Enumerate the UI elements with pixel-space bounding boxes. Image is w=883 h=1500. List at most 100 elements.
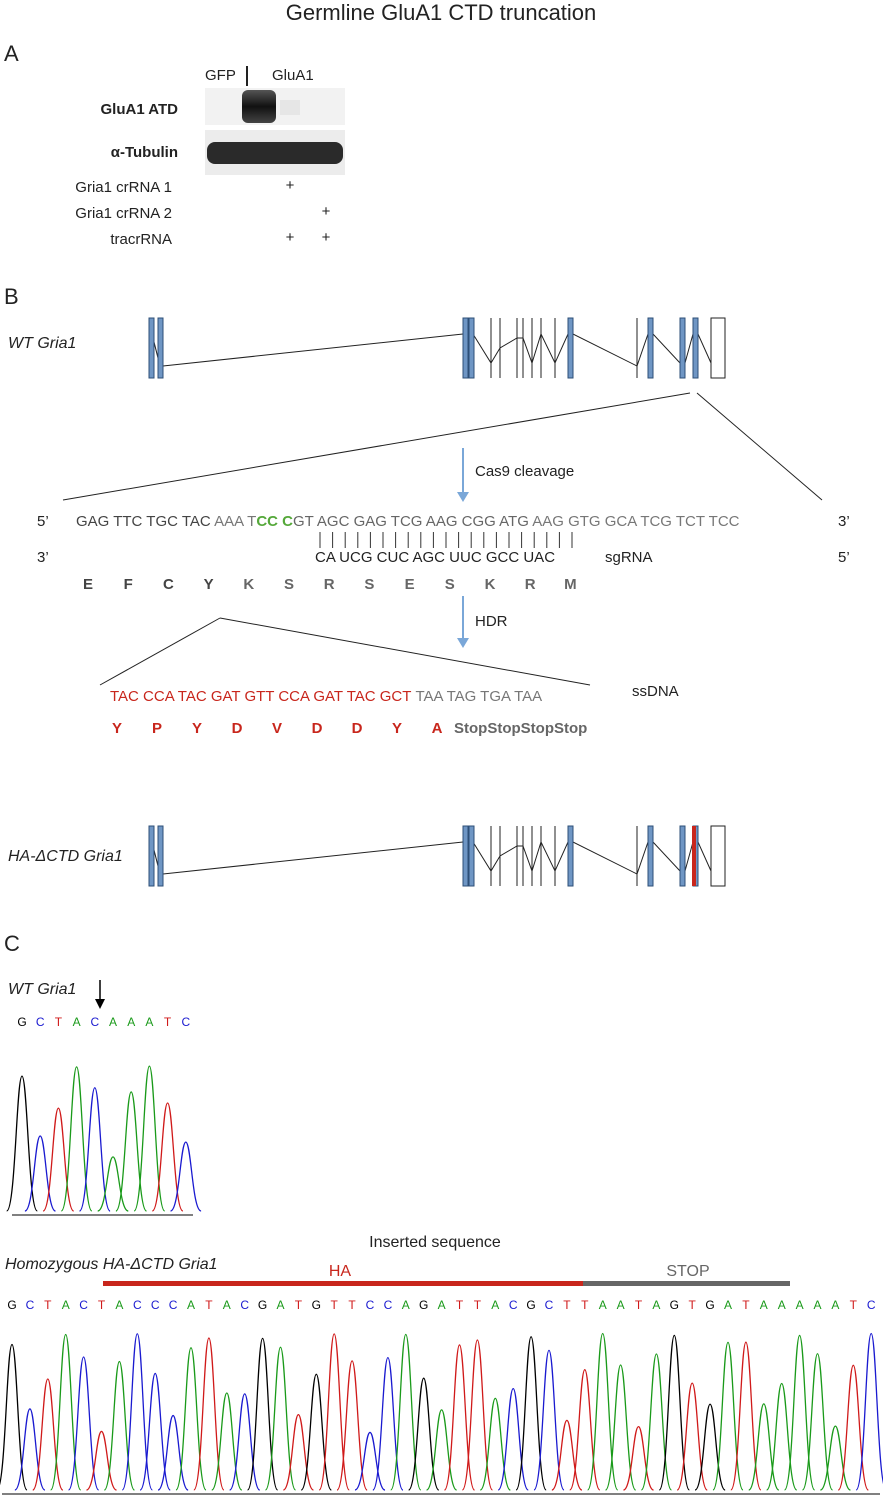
base-call: A bbox=[617, 1298, 625, 1312]
base-call: A bbox=[831, 1298, 839, 1312]
trace-peak bbox=[60, 1066, 93, 1212]
trace-peak bbox=[497, 1387, 529, 1491]
zoom-line bbox=[99, 617, 221, 686]
trace-peak bbox=[157, 1414, 189, 1491]
base-call: T bbox=[295, 1298, 303, 1312]
base-call: T bbox=[98, 1298, 106, 1312]
zoom-line bbox=[219, 617, 591, 686]
ha-sequence: TAC CCA TAC GAT GTT CCA GAT TAC GCT bbox=[110, 688, 411, 705]
base-call: A bbox=[223, 1298, 231, 1312]
base-call: C bbox=[36, 1015, 45, 1029]
exon bbox=[462, 825, 469, 887]
row-label: Gria1 crRNA 2 bbox=[75, 205, 172, 222]
exon-utr bbox=[710, 317, 726, 379]
trace-peak bbox=[121, 1333, 153, 1491]
amino-acid: D bbox=[232, 720, 243, 737]
exon bbox=[692, 317, 699, 379]
trace-peak bbox=[14, 1408, 46, 1491]
trace-peak bbox=[694, 1403, 726, 1491]
plus-sign: + bbox=[322, 203, 331, 220]
trace-peak bbox=[133, 1065, 166, 1212]
trace-peak bbox=[730, 1341, 762, 1491]
trace-peak bbox=[551, 1419, 583, 1491]
trace-peak bbox=[712, 1341, 744, 1491]
exon bbox=[679, 825, 686, 887]
gene-diagram bbox=[148, 317, 726, 379]
base-call: T bbox=[44, 1298, 52, 1312]
dna-sequence: GAG TTC TGC TAC AAA TCC CGT AGC GAG TCG … bbox=[76, 513, 740, 530]
amino-acid: R bbox=[525, 576, 536, 593]
exon bbox=[468, 317, 475, 379]
sequence-segment: AAA T bbox=[214, 513, 256, 530]
plus-sign: + bbox=[286, 229, 295, 246]
trace-peak bbox=[139, 1372, 171, 1491]
annotation: Cas9 cleavage bbox=[475, 463, 574, 480]
base-call: G bbox=[419, 1298, 428, 1312]
exon bbox=[468, 825, 475, 887]
base-call: T bbox=[563, 1298, 571, 1312]
base-call: G bbox=[7, 1298, 16, 1312]
base-call: T bbox=[581, 1298, 589, 1312]
base-call: T bbox=[635, 1298, 643, 1312]
intron bbox=[162, 840, 712, 875]
trace-peak bbox=[0, 1343, 28, 1491]
exon-utr bbox=[710, 825, 726, 887]
exon bbox=[157, 825, 164, 887]
sequence-segment: AAG GTG GCA TCG TCT TCC bbox=[529, 513, 740, 530]
amino-acid: S bbox=[445, 576, 455, 593]
base-call: A bbox=[115, 1298, 123, 1312]
exon bbox=[647, 825, 654, 887]
trace-peak bbox=[766, 1382, 798, 1491]
trace-peak bbox=[97, 1156, 129, 1212]
trace-label: WT Gria1 bbox=[8, 981, 76, 998]
amino-acid: Y bbox=[192, 720, 202, 737]
base-call: T bbox=[742, 1298, 750, 1312]
intron bbox=[162, 332, 712, 367]
base-call: T bbox=[164, 1015, 172, 1029]
arrow-head bbox=[457, 638, 469, 648]
base-call: A bbox=[127, 1015, 135, 1029]
row-label: tracrRNA bbox=[110, 231, 172, 248]
base-call: A bbox=[438, 1298, 446, 1312]
trace-peak bbox=[354, 1431, 386, 1491]
stop-sequence: TAA TAG TGA TAA bbox=[415, 688, 542, 705]
exon bbox=[679, 317, 686, 379]
amino-acid: A bbox=[432, 720, 443, 737]
panel-label: B bbox=[4, 284, 19, 309]
trace-peak bbox=[32, 1378, 64, 1491]
annotation: sgRNA bbox=[605, 549, 653, 566]
trace-peak bbox=[229, 1393, 261, 1491]
trace-peak bbox=[533, 1349, 565, 1491]
trace-peak bbox=[42, 1107, 75, 1212]
annotation: Inserted sequence bbox=[369, 1234, 501, 1251]
title: Germline GluA1 CTD truncation bbox=[286, 0, 597, 25]
base-call: G bbox=[258, 1298, 267, 1312]
annotation: HDR bbox=[475, 613, 508, 630]
base-call: G bbox=[17, 1015, 26, 1029]
strand-end: 3’ bbox=[838, 513, 850, 530]
base-call: C bbox=[26, 1298, 35, 1312]
exon bbox=[567, 825, 574, 887]
blot-label: GluA1 ATD bbox=[101, 101, 179, 118]
panel-label: C bbox=[4, 931, 20, 956]
base-call: A bbox=[796, 1298, 804, 1312]
row-label: Gria1 crRNA 1 bbox=[75, 179, 172, 196]
base-call: C bbox=[151, 1298, 160, 1312]
sequence-segment: GAG TTC TGC TAC bbox=[76, 513, 214, 530]
amino-acid: D bbox=[312, 720, 323, 737]
trace-peak bbox=[587, 1332, 619, 1491]
base-call: G bbox=[526, 1298, 535, 1312]
base-call: C bbox=[79, 1298, 88, 1312]
exon bbox=[462, 317, 469, 379]
amino-acid: V bbox=[272, 720, 282, 737]
base-call: C bbox=[545, 1298, 554, 1312]
blot-label: α-Tubulin bbox=[111, 144, 178, 161]
base-call: T bbox=[689, 1298, 697, 1312]
base-call: C bbox=[384, 1298, 393, 1312]
exon bbox=[148, 825, 155, 887]
arrow-head bbox=[95, 999, 105, 1009]
exon bbox=[148, 317, 155, 379]
base-pairs bbox=[319, 532, 573, 548]
base-call: A bbox=[109, 1015, 117, 1029]
